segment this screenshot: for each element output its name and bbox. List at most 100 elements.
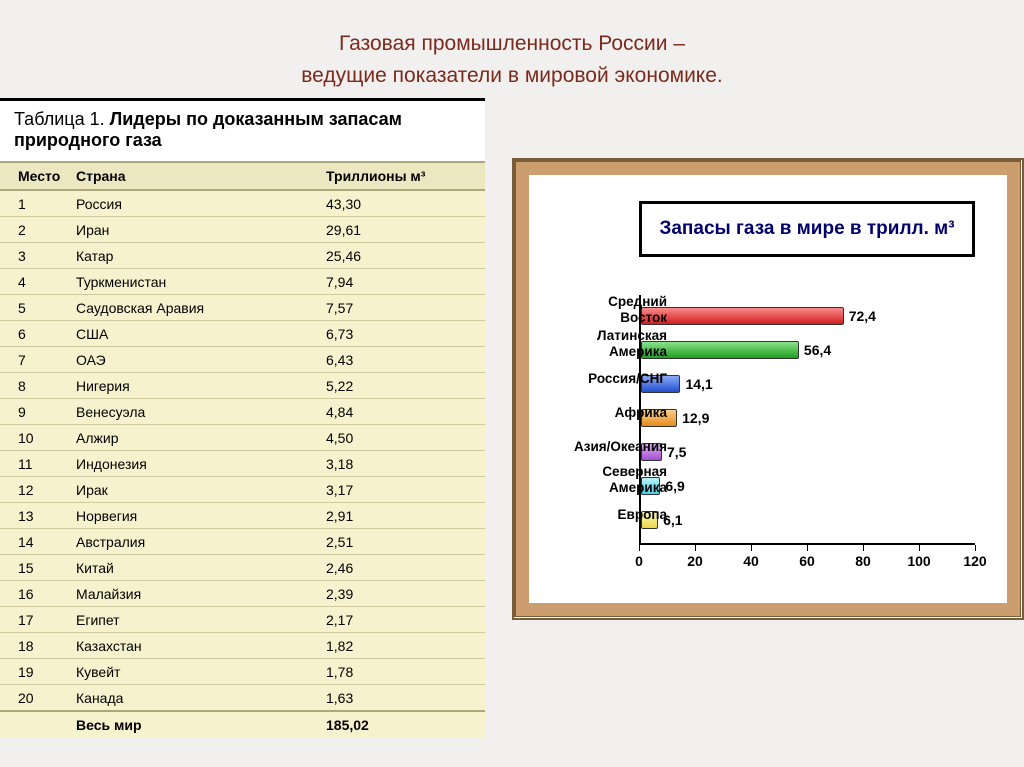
x-tick-mark [975,545,976,551]
x-tick-label: 20 [687,553,703,569]
cell-place: 15 [0,555,70,581]
table-row: 3Катар25,46 [0,243,485,269]
x-tick-mark [695,545,696,551]
x-tick-label: 80 [855,553,871,569]
x-tick-mark [919,545,920,551]
cell-value: 6,43 [320,347,485,373]
cell-value: 2,91 [320,503,485,529]
table-row: 11Индонезия3,18 [0,451,485,477]
col-country-header: Страна [70,162,320,190]
chart-category-label: Африка [567,405,667,421]
reserves-table: Место Страна Триллионы м³ 1Россия43,302И… [0,161,485,737]
cell-value: 2,51 [320,529,485,555]
chart-bar-value: 56,4 [804,342,831,358]
cell-place: 3 [0,243,70,269]
chart-frame: Запасы газа в мире в трилл. м³ 72,4 56,4 1… [512,158,1024,620]
table-row: 2Иран29,61 [0,217,485,243]
table-row: 4Туркменистан7,94 [0,269,485,295]
chart-category-label: СреднийВосток [567,294,667,325]
table-row: 10Алжир4,50 [0,425,485,451]
chart-category-label: Европа [567,507,667,523]
table-row: 17Египет2,17 [0,607,485,633]
cell-value: 4,50 [320,425,485,451]
cell-place: 5 [0,295,70,321]
cell-value: 3,18 [320,451,485,477]
chart-category-label: Россия/СНГ [567,371,667,387]
cell-value: 2,17 [320,607,485,633]
chart-title: Запасы газа в мире в трилл. м³ [639,201,975,257]
chart-inner: Запасы газа в мире в трилл. м³ 72,4 56,4 1… [529,175,1007,603]
cell-place: 11 [0,451,70,477]
chart-bar-value: 72,4 [849,308,876,324]
cell-place: 19 [0,659,70,685]
table-row: 8Нигерия5,22 [0,373,485,399]
cell-value: 25,46 [320,243,485,269]
x-tick-label: 60 [799,553,815,569]
cell-country: Египет [70,607,320,633]
x-tick-label: 120 [963,553,986,569]
x-tick-mark [751,545,752,551]
cell-value: 2,39 [320,581,485,607]
cell-country: США [70,321,320,347]
cell-country: ОАЭ [70,347,320,373]
total-value: 185,02 [320,711,485,737]
cell-country: Нигерия [70,373,320,399]
cell-value: 43,30 [320,190,485,217]
caption-prefix: Таблица 1. [14,109,110,129]
chart-bar-value: 6,9 [665,478,684,494]
table-row: 19Кувейт1,78 [0,659,485,685]
table-row: 20Канада1,63 [0,685,485,712]
cell-value: 6,73 [320,321,485,347]
x-tick-mark [807,545,808,551]
cell-value: 1,78 [320,659,485,685]
cell-country: Алжир [70,425,320,451]
table-total-row: Весь мир 185,02 [0,711,485,737]
table-caption: Таблица 1. Лидеры по доказанным запасам … [0,101,485,161]
x-tick-mark [863,545,864,551]
table-row: 6США6,73 [0,321,485,347]
chart-plot-area: 72,456,414,112,97,56,96,1 [639,295,975,545]
cell-country: Саудовская Аравия [70,295,320,321]
table-row: 14Австралия2,51 [0,529,485,555]
reserves-table-box: Таблица 1. Лидеры по доказанным запасам … [0,98,485,737]
table-row: 15Китай2,46 [0,555,485,581]
table-header-row: Место Страна Триллионы м³ [0,162,485,190]
cell-place: 6 [0,321,70,347]
chart-bar-row: 72,4 [641,301,844,331]
cell-place: 14 [0,529,70,555]
chart-x-ticks: 020406080100120 [639,545,975,575]
cell-place: 4 [0,269,70,295]
cell-place: 17 [0,607,70,633]
cell-value: 4,84 [320,399,485,425]
cell-place: 12 [0,477,70,503]
chart-category-label: СевернаяАмерика [567,464,667,495]
cell-place: 1 [0,190,70,217]
cell-country: Катар [70,243,320,269]
cell-country: Венесуэла [70,399,320,425]
table-row: 16Малайзия2,39 [0,581,485,607]
table-row: 13Норвегия2,91 [0,503,485,529]
cell-country: Индонезия [70,451,320,477]
chart-bar: 72,4 [641,307,844,325]
cell-country: Кувейт [70,659,320,685]
col-place-header: Место [0,162,70,190]
cell-place: 10 [0,425,70,451]
cell-country: Канада [70,685,320,712]
cell-value: 3,17 [320,477,485,503]
cell-country: Австралия [70,529,320,555]
table-row: 5Саудовская Аравия7,57 [0,295,485,321]
cell-value: 1,63 [320,685,485,712]
cell-value: 1,82 [320,633,485,659]
table-row: 7ОАЭ6,43 [0,347,485,373]
cell-place: 20 [0,685,70,712]
chart-bar-value: 14,1 [685,376,712,392]
cell-country: Иран [70,217,320,243]
x-tick-label: 40 [743,553,759,569]
chart-bar-value: 12,9 [682,410,709,426]
table-row: 18Казахстан1,82 [0,633,485,659]
cell-place: 8 [0,373,70,399]
table-row: 1Россия43,30 [0,190,485,217]
table-row: 12Ирак3,17 [0,477,485,503]
cell-country: Норвегия [70,503,320,529]
x-tick-label: 0 [635,553,643,569]
